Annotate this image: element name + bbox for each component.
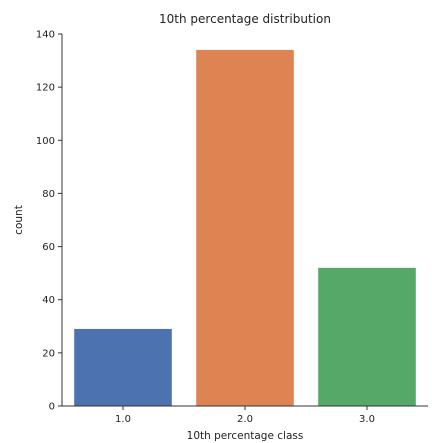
x-axis-label: 10th percentage class xyxy=(187,430,304,442)
y-tick-label: 120 xyxy=(36,83,55,94)
y-tick-label: 60 xyxy=(42,242,55,253)
chart-title: 10th percentage distribution xyxy=(159,12,331,26)
y-axis-label: count xyxy=(13,205,25,235)
x-tick-label: 1.0 xyxy=(115,414,131,425)
x-tick-label: 2.0 xyxy=(237,414,253,425)
bars-layer xyxy=(74,49,416,406)
y-tick-label: 40 xyxy=(42,295,55,306)
y-tick-label: 0 xyxy=(49,402,55,413)
bar-1.0 xyxy=(74,328,172,406)
y-tick-label: 140 xyxy=(36,30,55,41)
y-tick-label: 20 xyxy=(42,348,55,359)
bar-3.0 xyxy=(318,267,416,406)
y-tick-label: 80 xyxy=(42,189,55,200)
y-axis-ticks: 0 20 40 60 80 100 120 140 xyxy=(36,30,62,413)
y-tick-label: 100 xyxy=(36,136,55,147)
x-axis-ticks: 1.0 2.0 3.0 xyxy=(115,406,375,425)
x-tick-label: 3.0 xyxy=(359,414,375,425)
bar-2.0 xyxy=(196,49,294,406)
